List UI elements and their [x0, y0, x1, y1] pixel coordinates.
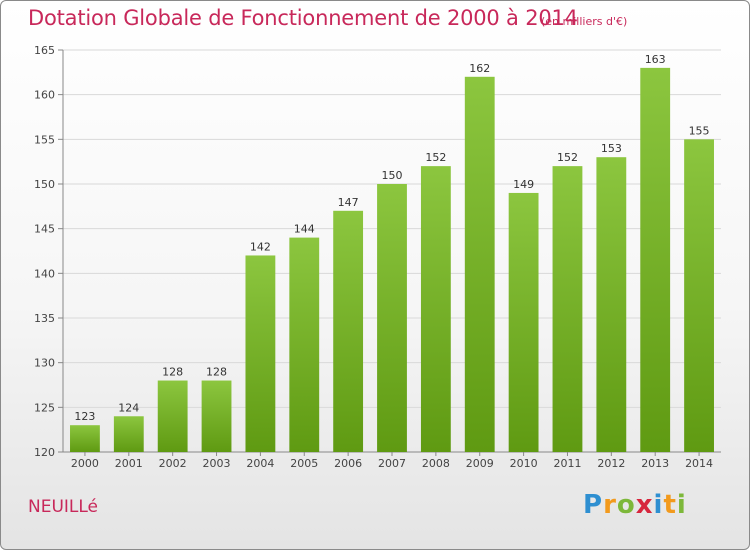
y-tick-label: 160 [34, 89, 55, 102]
bar-2013 [640, 67, 671, 452]
x-tick-label-2007: 2007 [378, 457, 406, 470]
data-label-2014: 155 [689, 124, 710, 137]
y-tick-label: 165 [34, 44, 55, 57]
bar-2003 [201, 380, 232, 452]
data-label-2001: 124 [118, 401, 139, 414]
data-label-2004: 142 [250, 240, 271, 253]
y-tick-label: 135 [34, 312, 55, 325]
x-tick-labels: 2000 2001 2002 2003 2004 2005 2006 2007 2008 2009… [71, 452, 713, 470]
data-label-2005: 144 [294, 223, 315, 236]
x-tick-label-2012: 2012 [597, 457, 625, 470]
logo-letter: i [676, 490, 687, 520]
x-tick-label-2001: 2001 [115, 457, 143, 470]
x-tick-label-2004: 2004 [246, 457, 274, 470]
x-tick-label-2006: 2006 [334, 457, 362, 470]
logo-letter: o [616, 490, 636, 520]
y-tick-label: 140 [34, 267, 55, 280]
x-tick-label-2008: 2008 [422, 457, 450, 470]
bar-2004 [245, 255, 276, 452]
y-tick-labels: 120 125 130 135 140 145 150 155 160 165 [34, 44, 55, 459]
bar-2009 [464, 76, 495, 453]
x-tick-label-2002: 2002 [159, 457, 187, 470]
y-tick-label: 125 [34, 401, 55, 414]
data-label-2007: 150 [382, 169, 403, 182]
chart-subtitle: (en milliers d'€) [541, 15, 628, 28]
bar-2011 [552, 166, 583, 452]
bar-2008 [420, 166, 451, 452]
bar-2000 [70, 425, 100, 452]
bar-2012 [596, 157, 627, 452]
bar-2001 [113, 416, 144, 452]
y-tick-label: 155 [34, 133, 55, 146]
x-tick-label-2009: 2009 [466, 457, 494, 470]
bar-2014 [684, 139, 714, 453]
logo-letter: r [603, 490, 617, 520]
y-tick-label: 145 [34, 223, 55, 236]
data-label-2010: 149 [513, 178, 534, 191]
bar-2010 [508, 192, 539, 452]
proxiti-logo: Proxiti [583, 490, 687, 520]
logo-letter: t [663, 490, 677, 520]
data-label-2006: 147 [338, 196, 359, 209]
chart-title: Dotation Globale de Fonctionnement de 20… [28, 6, 578, 30]
data-label-2009: 162 [469, 62, 490, 75]
x-tick-label-2014: 2014 [685, 457, 713, 470]
x-tick-label-2005: 2005 [290, 457, 318, 470]
x-tick-label-2010: 2010 [510, 457, 538, 470]
data-label-2000: 123 [74, 410, 95, 423]
commune-name: NEUILLé [28, 497, 99, 517]
x-tick-label-2000: 2000 [71, 457, 99, 470]
y-tick-label: 130 [34, 357, 55, 370]
y-tick-label: 120 [34, 446, 55, 459]
data-label-2013: 163 [645, 53, 666, 66]
data-labels: 123 124 128 128 142 144 147 150 152 162 149 152 153 1… [74, 53, 709, 423]
y-tick-label: 150 [34, 178, 55, 191]
x-tick-label-2003: 2003 [203, 457, 231, 470]
data-label-2011: 152 [557, 151, 578, 164]
x-tick-label-2011: 2011 [553, 457, 581, 470]
logo-letter: i [653, 490, 664, 520]
bar-2002 [157, 380, 188, 452]
bar-2007 [377, 184, 407, 452]
logo-letter: x [635, 490, 654, 520]
data-label-2003: 128 [206, 366, 227, 379]
data-label-2012: 153 [601, 142, 622, 155]
bar-2005 [289, 237, 320, 452]
data-label-2002: 128 [162, 366, 183, 379]
bar-2006 [333, 210, 364, 452]
logo-letter: P [583, 490, 604, 520]
x-tick-label-2013: 2013 [641, 457, 669, 470]
bars [70, 67, 714, 453]
data-label-2008: 152 [425, 151, 446, 164]
